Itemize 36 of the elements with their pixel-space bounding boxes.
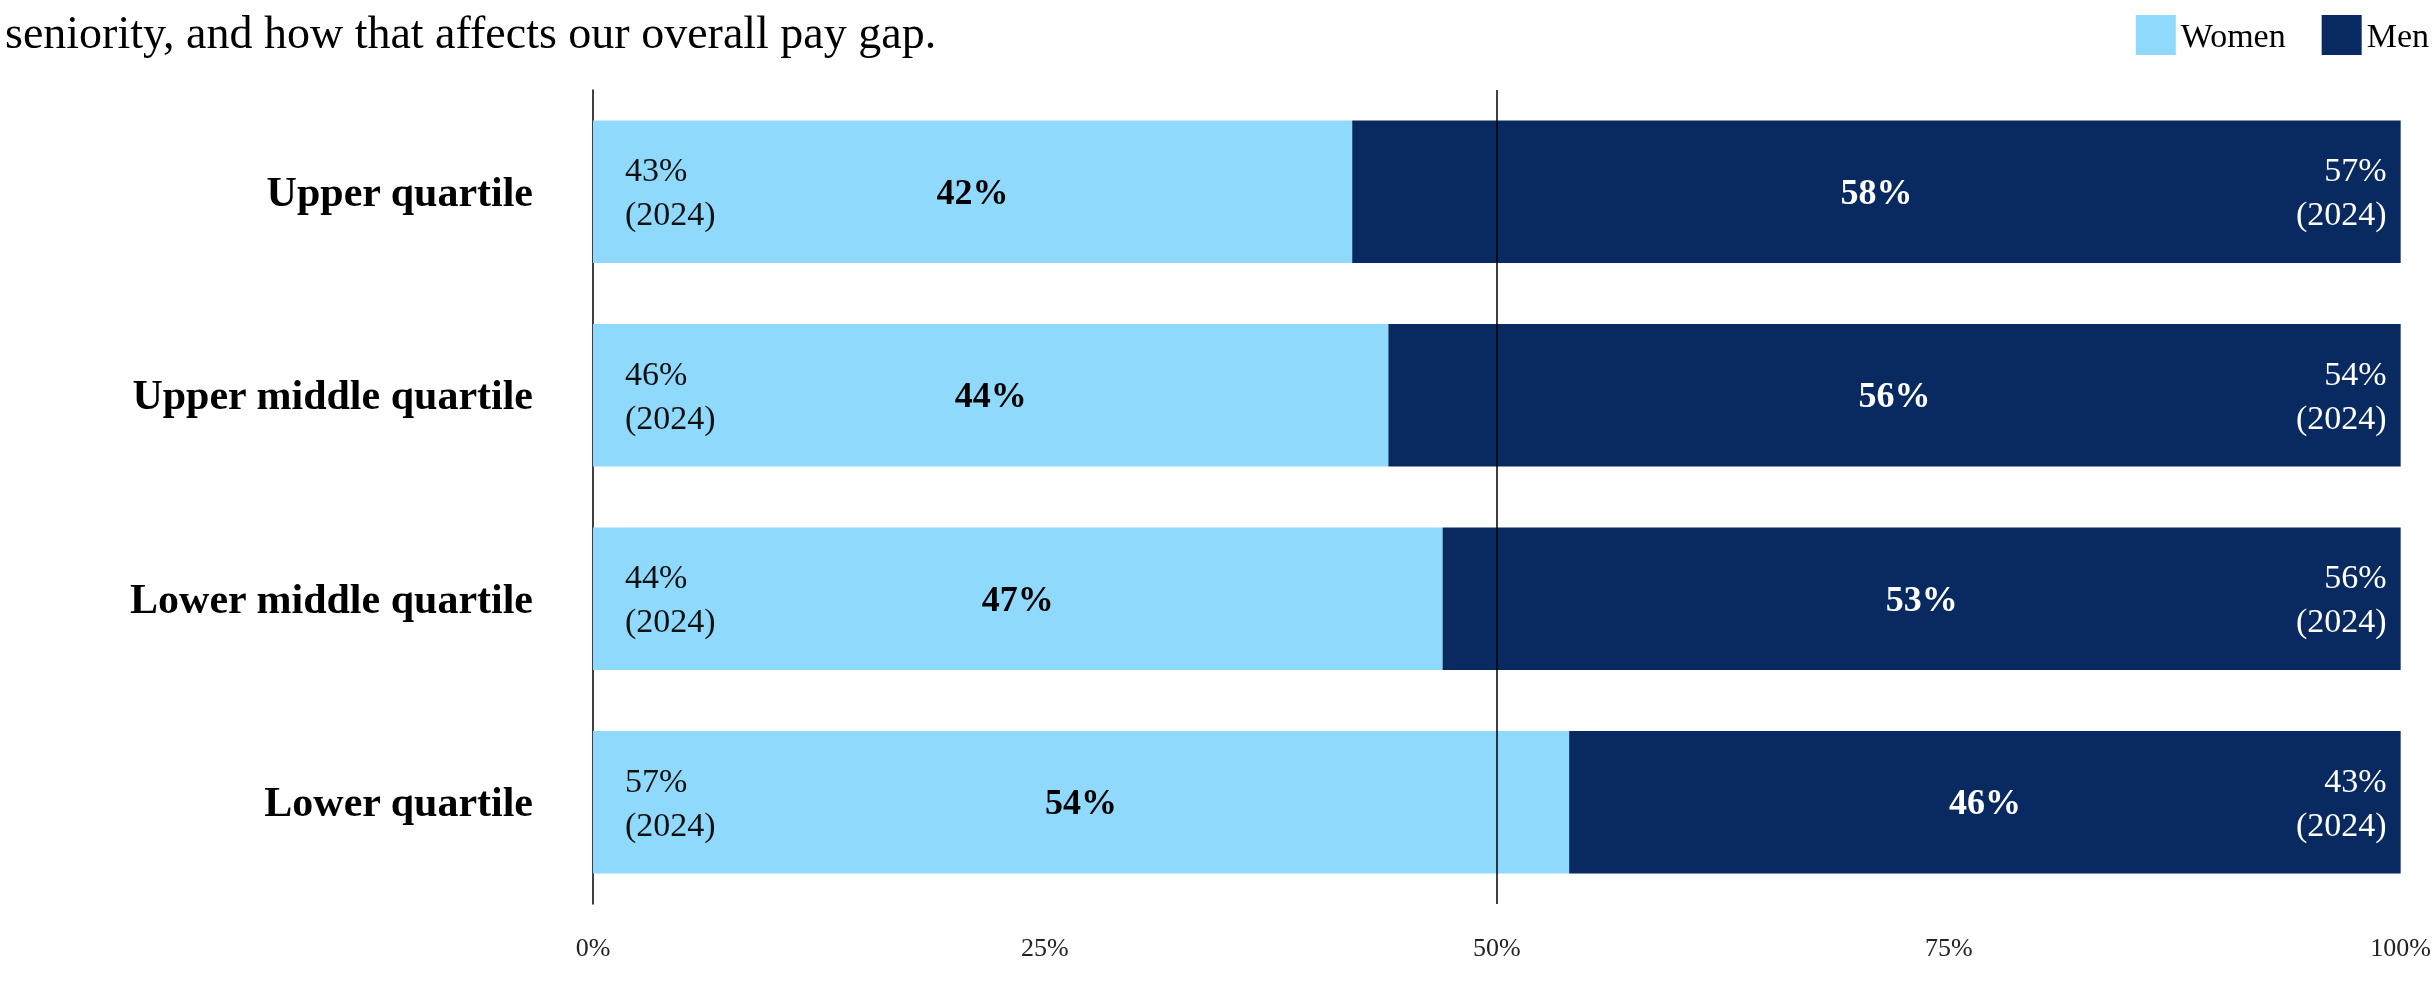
annotation: 56% (2024)	[2296, 558, 2387, 641]
bar	[1388, 324, 2401, 467]
bar	[593, 324, 1389, 467]
annotation: 46% (2024)	[625, 354, 716, 437]
data-label: 47%	[981, 578, 1054, 619]
y-tick-label: Upper middle quartile	[132, 372, 533, 419]
annotation: 43% (2024)	[2296, 761, 2387, 844]
legend-label: Women	[2180, 16, 2286, 54]
bar	[1352, 120, 2401, 263]
data-label: 54%	[1045, 782, 1118, 823]
legend-label: Men	[2366, 16, 2430, 54]
bar	[593, 120, 1353, 263]
annotation: 43% (2024)	[625, 151, 716, 234]
annotation: 57% (2024)	[625, 761, 716, 844]
data-label: 44%	[954, 375, 1027, 416]
data-label: 58%	[1840, 171, 1913, 212]
data-label: 46%	[1948, 782, 2021, 823]
chart-subtitle: seniority, and how that affects our overall pay gap.	[5, 6, 937, 58]
y-tick-label: Upper quartile	[266, 168, 533, 215]
x-tick-label: 25%	[1021, 932, 1069, 962]
data-label: 42%	[936, 171, 1009, 212]
bar	[1569, 731, 2401, 874]
x-tick-label: 75%	[1924, 932, 1973, 962]
bar	[593, 527, 1443, 670]
y-tick-label: Lower middle quartile	[130, 575, 533, 622]
bar	[1442, 527, 2401, 670]
x-tick-label: 100%	[2370, 932, 2432, 962]
x-tick-label: 0%	[575, 932, 611, 962]
annotation: 57% (2024)	[2296, 151, 2387, 234]
annotation: 54% (2024)	[2296, 354, 2387, 437]
annotation: 44% (2024)	[625, 558, 716, 641]
x-tick-label: 50%	[1473, 932, 1521, 962]
data-label: 56%	[1858, 375, 1931, 416]
data-label: 53%	[1885, 578, 1958, 619]
y-tick-label: Lower quartile	[264, 779, 533, 826]
bar	[593, 731, 1570, 874]
